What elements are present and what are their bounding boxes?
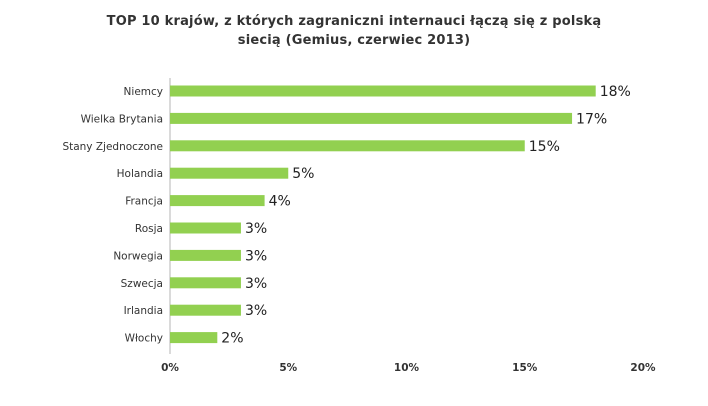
chart-title-line-2: siecią (Gemius, czerwiec 2013) — [237, 33, 471, 48]
data-label-szwecja: 3% — [245, 276, 267, 292]
bar-szwecja — [170, 277, 241, 289]
category-label-rosja: Rosja — [135, 223, 163, 235]
category-label-niemcy: Niemcy — [124, 86, 163, 98]
chart-title: TOP 10 krajów, z których zagraniczni int… — [0, 12, 708, 50]
bar-rosja — [170, 222, 241, 234]
bar-stany-zjednoczone — [170, 140, 525, 152]
x-axis-ticks: 0% 5% 10% 15% 20% — [161, 362, 656, 374]
bar-wielka-brytania — [170, 112, 573, 124]
category-label-wlochy: Włochy — [125, 333, 163, 345]
category-label-francja: Francja — [125, 196, 163, 208]
x-tick-label-10: 10% — [394, 362, 420, 374]
chart-title-line-1: TOP 10 krajów, z których zagraniczni int… — [106, 14, 602, 29]
bars-group: Niemcy 18% Wielka Brytania 17% Stany Zjednoc… — [62, 84, 630, 347]
x-tick-label-15: 15% — [512, 362, 538, 374]
category-label-stany-zjednoczone: Stany Zjednoczone — [62, 141, 163, 153]
bar-francja — [170, 195, 265, 207]
bar-wlochy — [170, 332, 218, 344]
data-label-rosja: 3% — [245, 221, 267, 237]
data-label-holandia: 5% — [292, 166, 314, 182]
category-label-holandia: Holandia — [117, 168, 163, 180]
bar-niemcy — [170, 85, 596, 97]
data-label-wielka-brytania: 17% — [576, 111, 607, 127]
bar-norwegia — [170, 249, 241, 261]
category-label-irlandia: Irlandia — [124, 305, 163, 317]
category-label-szwecja: Szwecja — [121, 278, 163, 290]
data-label-niemcy: 18% — [600, 84, 631, 100]
bar-holandia — [170, 167, 289, 179]
x-tick-label-0: 0% — [161, 362, 179, 374]
x-tick-label-20: 20% — [630, 362, 656, 374]
data-label-irlandia: 3% — [245, 303, 267, 319]
data-label-wlochy: 2% — [221, 331, 243, 347]
category-label-norwegia: Norwegia — [113, 250, 163, 262]
data-label-norwegia: 3% — [245, 248, 267, 264]
category-label-wielka-brytania: Wielka Brytania — [81, 113, 163, 125]
data-label-stany-zjednoczone: 15% — [529, 139, 560, 155]
bar-irlandia — [170, 304, 241, 316]
data-label-francja: 4% — [269, 194, 291, 210]
x-tick-label-5: 5% — [279, 362, 297, 374]
